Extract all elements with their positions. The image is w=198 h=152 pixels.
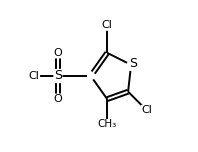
Text: S: S: [129, 57, 137, 70]
Text: O: O: [54, 48, 62, 58]
Text: S: S: [54, 69, 62, 83]
Text: Cl: Cl: [141, 105, 152, 115]
Text: Cl: Cl: [29, 71, 40, 81]
Text: Cl: Cl: [102, 20, 113, 30]
Text: CH₃: CH₃: [98, 119, 117, 130]
Text: O: O: [54, 94, 62, 104]
